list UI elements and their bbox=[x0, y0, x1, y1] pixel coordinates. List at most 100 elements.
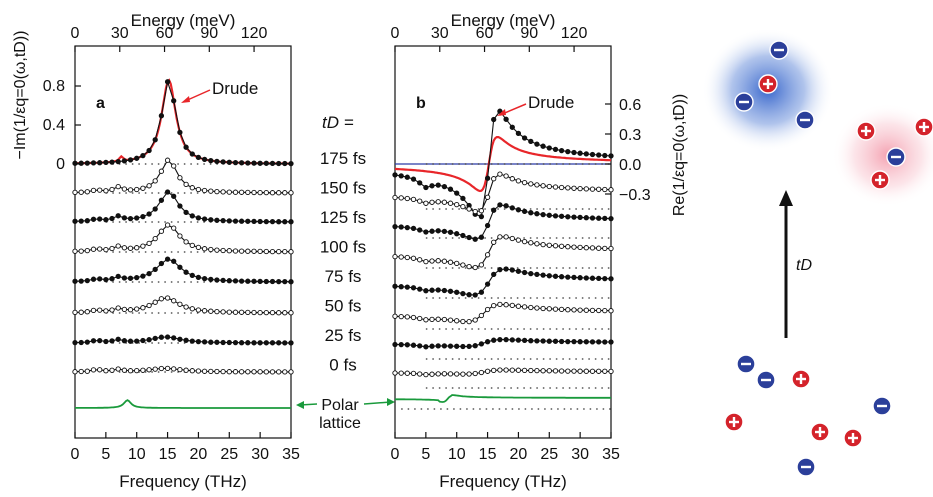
data-point-a bbox=[257, 369, 263, 375]
positive-ion bbox=[870, 170, 890, 190]
data-point-a bbox=[269, 248, 276, 255]
data-point-a bbox=[183, 181, 189, 188]
data-point-a bbox=[152, 335, 158, 342]
data-point-a bbox=[263, 160, 269, 166]
data-point-b bbox=[497, 367, 503, 373]
data-point-b bbox=[558, 147, 565, 154]
data-point-b bbox=[565, 274, 571, 280]
data-point-b bbox=[540, 211, 546, 218]
data-point-b bbox=[552, 213, 559, 219]
data-point-b bbox=[491, 239, 497, 245]
data-point-b bbox=[435, 316, 441, 322]
data-point-a bbox=[115, 336, 121, 342]
data-point-a bbox=[220, 159, 226, 165]
data-point-a bbox=[103, 188, 109, 194]
data-point-b bbox=[528, 338, 534, 344]
y-tick-label: 0.4 bbox=[43, 117, 65, 134]
data-point-a bbox=[134, 155, 140, 161]
data-point-a bbox=[263, 369, 269, 375]
data-point-a bbox=[288, 190, 294, 196]
data-point-b bbox=[466, 206, 472, 212]
data-point-a bbox=[146, 270, 152, 277]
delay-labels: tD = 175 fs 150 fs 125 fs 100 fs 75 fs 50 fs 2… bbox=[296, 113, 395, 432]
y-tick-label: 0.3 bbox=[619, 127, 641, 144]
data-point-b bbox=[577, 185, 583, 192]
data-point-b bbox=[546, 368, 552, 374]
data-point-a bbox=[90, 338, 97, 344]
data-point-a bbox=[263, 340, 269, 346]
data-point-a bbox=[78, 339, 84, 346]
data-point-a bbox=[195, 368, 202, 374]
data-point-b bbox=[435, 182, 441, 188]
data-point-a bbox=[257, 309, 263, 316]
panel-a: 0 5 10 15 20 25 30 35 0 30 60 90 120 0 0.4 0.8 a Energy… bbox=[12, 11, 300, 491]
data-point-a bbox=[158, 113, 165, 119]
x-tick-label: 10 bbox=[128, 446, 146, 463]
data-point-a bbox=[127, 157, 134, 163]
data-point-a bbox=[276, 219, 282, 225]
data-point-b bbox=[503, 234, 509, 240]
data-point-a bbox=[183, 337, 189, 343]
panel-a-top-axis-label: Energy (meV) bbox=[131, 11, 236, 30]
data-point-b bbox=[503, 173, 509, 179]
data-point-a bbox=[177, 233, 183, 239]
data-point-a bbox=[164, 79, 171, 85]
data-point-b bbox=[410, 176, 417, 182]
data-point-b bbox=[429, 343, 435, 349]
data-point-a bbox=[84, 277, 90, 284]
negative-electron bbox=[886, 147, 906, 167]
data-point-a bbox=[276, 160, 282, 167]
data-point-a bbox=[72, 369, 78, 375]
data-point-b bbox=[521, 238, 528, 245]
data-point-a bbox=[115, 273, 121, 280]
data-point-a bbox=[115, 243, 121, 249]
data-point-a bbox=[288, 249, 294, 255]
y-tick-label: −0.3 bbox=[619, 187, 651, 204]
data-point-b bbox=[528, 138, 534, 145]
data-point-a bbox=[115, 183, 121, 190]
data-point-b bbox=[509, 176, 515, 182]
data-point-a bbox=[97, 187, 103, 193]
data-point-b bbox=[596, 307, 602, 314]
data-point-b bbox=[435, 343, 441, 349]
data-point-a bbox=[214, 368, 220, 375]
data-point-a bbox=[220, 339, 226, 346]
data-point-b bbox=[491, 207, 497, 213]
data-point-b bbox=[466, 318, 472, 325]
data-point-a bbox=[214, 188, 220, 195]
data-point-a bbox=[195, 154, 202, 161]
x-tick-label: 0 bbox=[71, 446, 80, 463]
data-point-b bbox=[552, 368, 559, 374]
data-point-a bbox=[214, 247, 220, 253]
data-point-b bbox=[546, 273, 552, 279]
hole-cloud bbox=[832, 103, 933, 207]
data-point-b bbox=[596, 339, 602, 345]
negative-electron bbox=[736, 354, 756, 374]
lattice-arrowhead-left bbox=[296, 401, 304, 409]
data-point-a bbox=[146, 211, 152, 217]
data-point-a bbox=[121, 215, 128, 221]
data-point-b bbox=[602, 307, 608, 314]
x-tick-label: 10 bbox=[448, 446, 466, 463]
data-point-a bbox=[164, 295, 171, 301]
panel-b-drude-label: Drude bbox=[528, 93, 574, 112]
data-point-b bbox=[546, 242, 552, 248]
data-point-b bbox=[577, 307, 583, 313]
data-point-a bbox=[78, 248, 84, 254]
data-point-a bbox=[97, 337, 103, 344]
data-point-b bbox=[423, 371, 429, 378]
data-point-b bbox=[515, 237, 522, 243]
data-point-a bbox=[189, 272, 195, 279]
data-point-b bbox=[460, 318, 466, 325]
data-point-a bbox=[72, 189, 78, 196]
negative-electron bbox=[796, 457, 816, 477]
data-point-b bbox=[484, 194, 491, 200]
data-point-b bbox=[540, 368, 546, 374]
time-arrow-label: tD bbox=[796, 257, 812, 274]
data-point-a bbox=[183, 239, 189, 245]
data-point-b bbox=[521, 337, 528, 344]
data-point-b bbox=[534, 141, 540, 147]
data-point-a bbox=[140, 273, 146, 279]
data-point-b bbox=[546, 212, 552, 218]
data-point-b bbox=[534, 182, 540, 188]
